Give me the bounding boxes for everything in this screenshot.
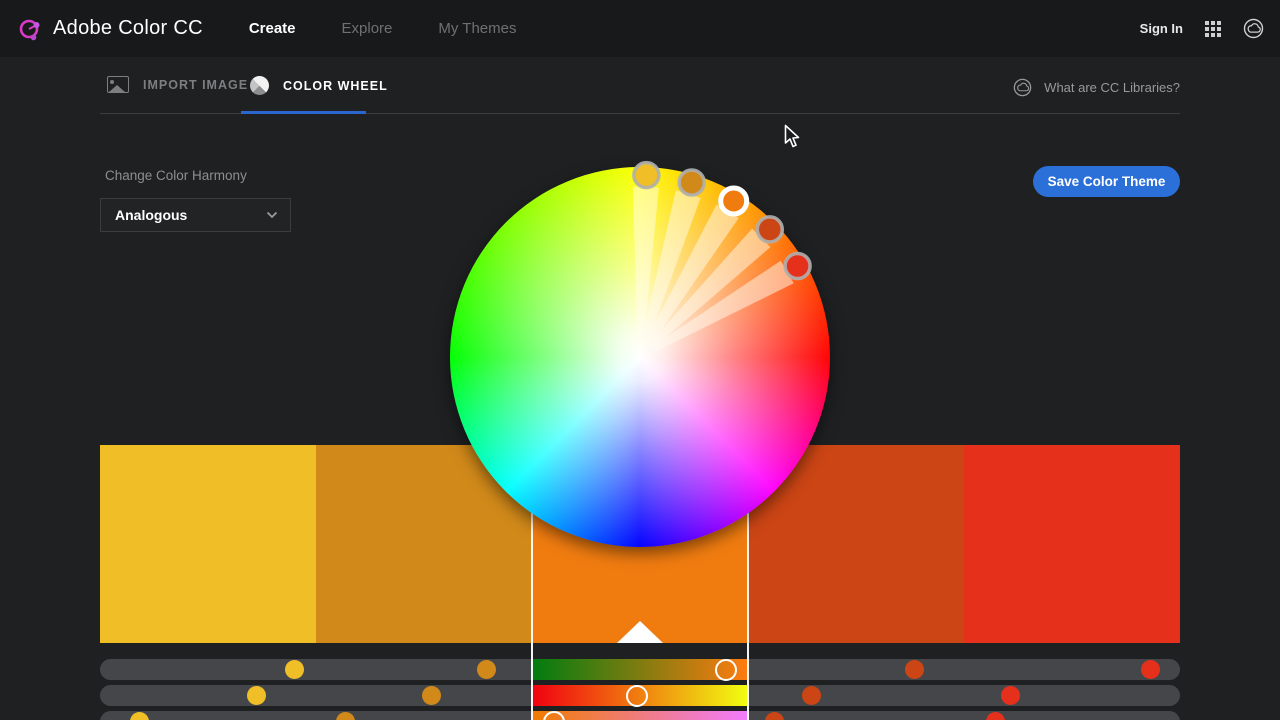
app-title: Adobe Color CC <box>53 17 203 39</box>
nav-create[interactable]: Create <box>248 20 296 37</box>
slider-handle-b-swatch-4[interactable] <box>764 712 784 720</box>
color-wheel-icon <box>250 76 269 95</box>
harmony-dropdown[interactable]: Analogous <box>100 198 291 232</box>
nav-my-themes[interactable]: My Themes <box>438 20 517 37</box>
slider-handle-b-swatch-5[interactable] <box>986 712 1006 720</box>
tab-import-label: IMPORT IMAGE <box>143 77 249 92</box>
slider-handle-g-swatch-2[interactable] <box>421 686 441 705</box>
wheel-marker-2[interactable] <box>677 168 706 197</box>
harmony-label: Change Color Harmony <box>105 168 247 183</box>
color-swatch-5[interactable] <box>964 445 1180 643</box>
slider-handle-r-swatch-2[interactable] <box>477 660 497 679</box>
slider-handle-g-swatch-3[interactable] <box>626 684 649 707</box>
tab-color-wheel[interactable]: COLOR WHEEL <box>250 76 388 95</box>
apps-grid-icon[interactable] <box>1205 20 1221 37</box>
tab-divider <box>100 113 1180 114</box>
slider-handle-r-swatch-4[interactable] <box>905 660 925 679</box>
active-slider-track-r[interactable] <box>532 659 748 680</box>
tab-wheel-label: COLOR WHEEL <box>283 78 388 93</box>
active-slider-track-b[interactable] <box>532 711 748 720</box>
color-cc-logo-icon <box>19 19 40 40</box>
creative-cloud-icon[interactable] <box>1243 18 1264 39</box>
tab-import-image[interactable]: IMPORT IMAGE <box>107 76 248 93</box>
import-image-icon <box>107 76 129 93</box>
mouse-cursor <box>784 124 800 148</box>
cc-libraries-icon <box>1013 78 1032 97</box>
slider-handle-g-swatch-5[interactable] <box>1001 686 1021 705</box>
wheel-marker-4[interactable] <box>755 215 785 244</box>
wheel-marker-3-active[interactable] <box>718 185 750 217</box>
cc-libraries-label: What are CC Libraries? <box>1044 80 1180 95</box>
active-tab-underline <box>241 111 366 114</box>
app-logo[interactable]: Adobe Color CC <box>0 16 203 42</box>
cc-libraries-link[interactable]: What are CC Libraries? <box>1013 78 1180 97</box>
wheel-marker-5[interactable] <box>783 251 812 281</box>
active-swatch-guide-right <box>747 445 749 720</box>
save-color-theme-button[interactable]: Save Color Theme <box>1033 166 1180 197</box>
slider-handle-g-swatch-4[interactable] <box>801 686 821 705</box>
chevron-down-icon <box>266 211 278 219</box>
sign-in-link[interactable]: Sign In <box>1139 21 1183 36</box>
nav-explore[interactable]: Explore <box>341 20 393 37</box>
slider-handle-r-swatch-5[interactable] <box>1140 660 1160 679</box>
slider-handle-g-swatch-1[interactable] <box>246 686 266 705</box>
app-header: Adobe Color CC Create Explore My Themes … <box>0 0 1280 57</box>
active-swatch-pointer <box>617 621 663 643</box>
header-right: Sign In <box>1140 18 1280 39</box>
slider-handle-r-swatch-1[interactable] <box>284 660 304 679</box>
active-swatch-guide-left <box>531 445 533 720</box>
harmony-value: Analogous <box>115 207 188 223</box>
slider-handle-b-swatch-1[interactable] <box>130 712 150 720</box>
slider-handle-r-swatch-3[interactable] <box>715 658 738 681</box>
wheel-marker-1[interactable] <box>632 160 661 190</box>
slider-handle-b-swatch-2[interactable] <box>336 712 356 720</box>
color-swatch-1[interactable] <box>100 445 316 643</box>
main-nav: Create Explore My Themes <box>249 20 517 37</box>
